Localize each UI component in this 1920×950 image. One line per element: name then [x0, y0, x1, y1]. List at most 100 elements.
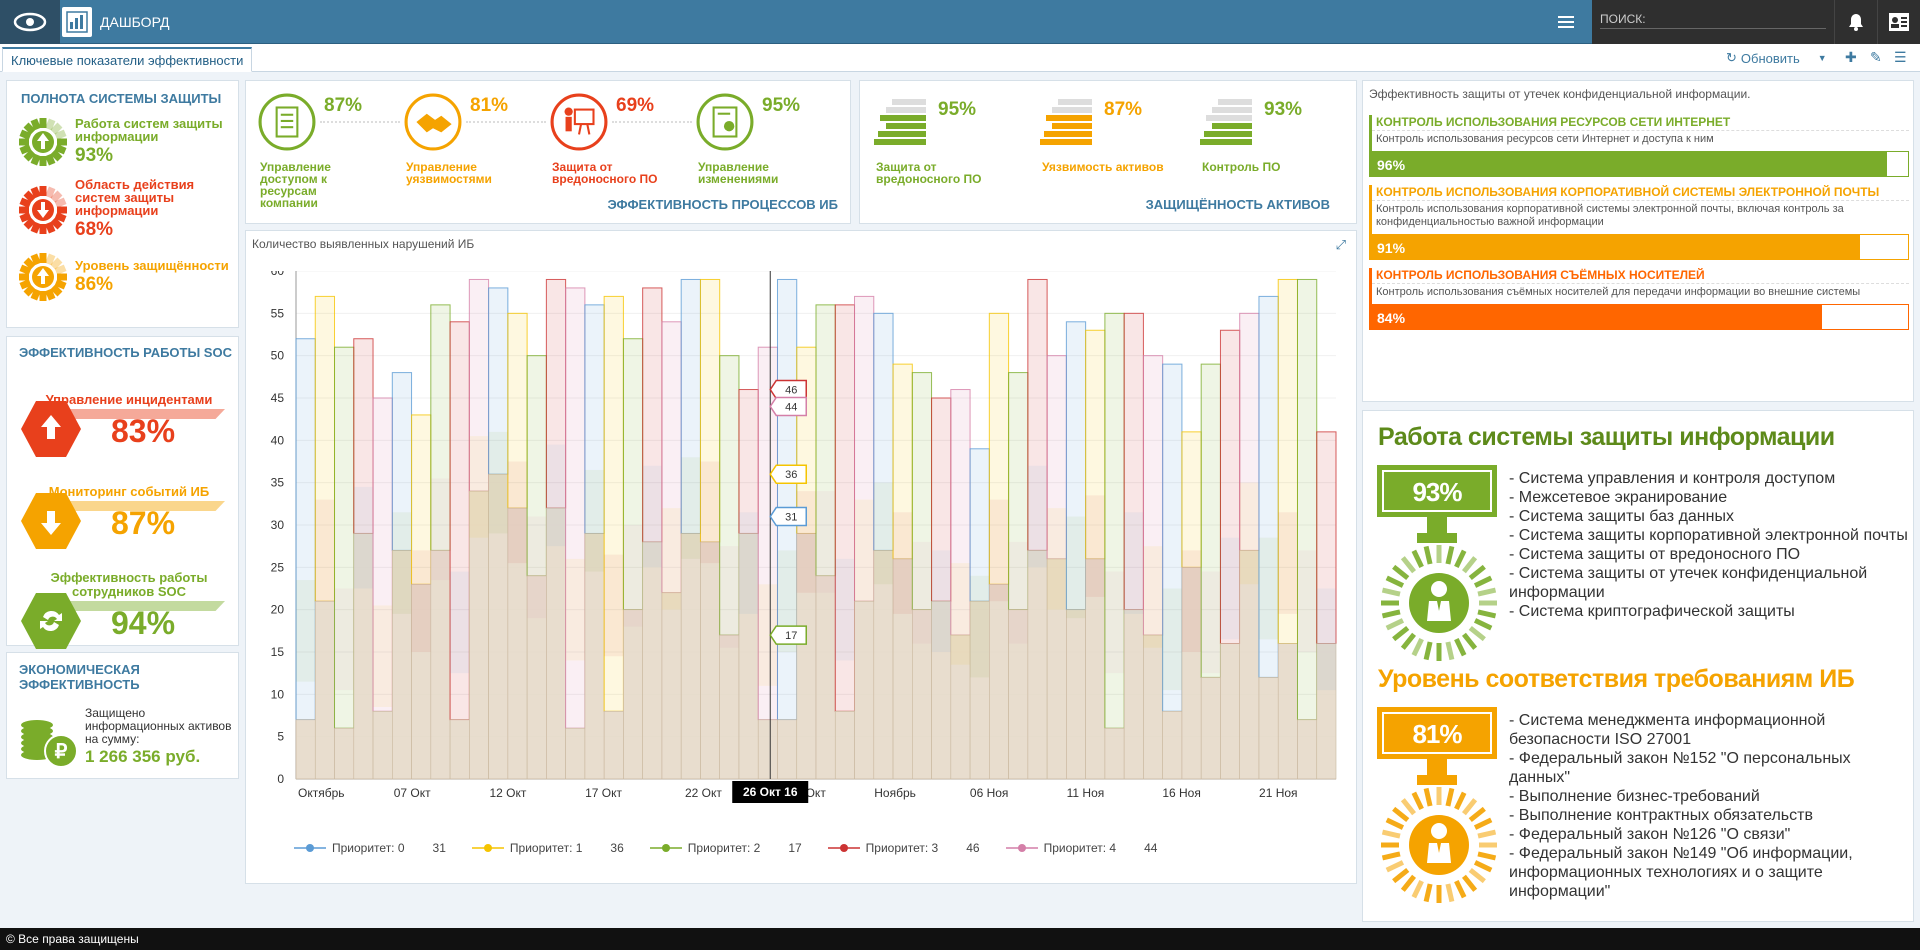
tooltip-box: [769, 506, 807, 527]
svg-text:₽: ₽: [55, 741, 68, 763]
down-arrow-ring-icon: [19, 185, 67, 234]
soc-item-label: Мониторинг событий ИБ: [48, 484, 210, 499]
base-area-bar: [1200, 677, 1221, 780]
y-tick-label: 25: [271, 560, 285, 574]
compliance-badge-pct: 81%: [1412, 719, 1462, 749]
tooltip-value: 44: [785, 401, 797, 413]
legend-item[interactable]: Приоритет: 2 17: [649, 841, 802, 855]
series-overlap: [661, 508, 682, 610]
series-overlap: [950, 563, 971, 665]
series-overlap: [1258, 537, 1279, 640]
edit-icon[interactable]: ✎: [1870, 49, 1882, 65]
series-overlap: [469, 436, 489, 538]
process-pct: 69%: [616, 95, 655, 116]
protection-item-pct: 93%: [75, 145, 114, 166]
base-area-bar: [372, 710, 393, 780]
base-area-bar: [1316, 643, 1337, 780]
expand-icon[interactable]: ⤢: [1335, 237, 1346, 252]
leak-progress-bar: 96%: [1372, 151, 1909, 177]
process-item: 95% Управление изменениями: [696, 93, 842, 193]
series-overlap: [450, 571, 470, 674]
tooltip-box: [769, 625, 807, 645]
legend-item[interactable]: Приоритет: 0 31: [294, 841, 446, 855]
notifications-button[interactable]: [1834, 0, 1877, 44]
legend-label: Приоритет: 4: [1043, 841, 1117, 855]
series-overlap: [816, 491, 836, 593]
soc-hex-icon: [21, 593, 81, 649]
soc-item-bar: [67, 409, 225, 419]
leak-item: КОНТРОЛЬ ИСПОЛЬЗОВАНИЯ РЕСУРСОВ СЕТИ ИНТ…: [1369, 115, 1909, 177]
series-overlap: [527, 516, 547, 619]
series-overlap: [488, 431, 508, 534]
base-area-bar: [642, 541, 663, 780]
assets-title: ЗАЩИЩЁННОСТЬ АКТИВОВ: [1145, 197, 1330, 212]
series-overlap: [931, 550, 951, 652]
footer: © Все права защищены: [0, 928, 1920, 950]
x-tick-label: 12 Окт: [489, 786, 526, 800]
process-label: Управление уязвимостями: [406, 160, 492, 186]
base-area-bar: [661, 592, 682, 780]
series-overlap: [854, 499, 874, 602]
eye-logo-icon: [13, 12, 47, 32]
compliance-line: - Выполнение контрактных обязательств: [1509, 807, 1813, 824]
base-area-bar: [1258, 677, 1279, 780]
leak-item-title: КОНТРОЛЬ ИСПОЛЬЗОВАНИЯ РЕСУРСОВ СЕТИ ИНТ…: [1376, 115, 1731, 129]
compliance-line: - Система менеджмента информационной без…: [1509, 712, 1826, 748]
up-arrow-ring-icon: [19, 118, 67, 166]
assets-panel: 95% Защита от вредоносного ПО 87% Уязвим…: [859, 80, 1357, 224]
leak-item-title: КОНТРОЛЬ ИСПОЛЬЗОВАНИЯ СЪЁМНЫХ НОСИТЕЛЕЙ: [1376, 268, 1705, 282]
handshake-icon: [404, 93, 462, 151]
crosshair-date-box: [732, 781, 809, 803]
series-overlap: [1008, 541, 1028, 644]
stacked-bars-icon: [874, 99, 926, 145]
base-area-bar: [430, 550, 451, 780]
list-icon[interactable]: ☰: [1894, 49, 1907, 65]
legend-item[interactable]: Приоритет: 3 46: [827, 841, 980, 855]
series-overlap: [989, 499, 1009, 602]
up-arrow-ring-icon: [19, 253, 67, 301]
y-tick-label: 60: [271, 271, 285, 278]
search-input[interactable]: [1600, 10, 1826, 29]
dashboard-brand[interactable]: ДАШБОРД: [62, 0, 169, 44]
base-area-bar: [815, 575, 836, 780]
legend-value: 17: [788, 841, 802, 855]
profile-card-icon: [1889, 13, 1909, 31]
process-item: 69% Защита от вредоносного ПО: [550, 93, 696, 193]
profile-button[interactable]: [1877, 0, 1920, 44]
legend-item[interactable]: Приоритет: 1 36: [471, 841, 624, 855]
bell-icon: [1849, 14, 1863, 31]
protection-item: Работа систем защиты информации 93%: [17, 116, 230, 168]
add-icon[interactable]: ✚: [1845, 49, 1857, 65]
series-overlap: [1316, 588, 1336, 691]
chart-legend: Приоритет: 0 31 Приоритет: 1 36 Приорите…: [294, 841, 1157, 855]
x-tick-label: 17 Окт: [585, 786, 622, 800]
soc-title: ЭФФЕКТИВНОСТЬ РАБОТЫ SOC: [19, 345, 232, 360]
leak-progress-fill: 84%: [1373, 305, 1823, 329]
tab-kpi[interactable]: Ключевые показатели эффективности: [2, 47, 253, 72]
soc-item: Мониторинг событий ИБ 87%: [7, 479, 240, 571]
sysinfo-line: - Система защиты от вредоносного ПО: [1509, 546, 1801, 563]
asset-pct: 87%: [1104, 99, 1143, 120]
tooltip-box: [769, 379, 807, 400]
leak-panel: Эффективность защиты от утечек конфиденц…: [1362, 80, 1914, 402]
series-overlap: [893, 512, 913, 614]
series-overlap: [507, 461, 528, 564]
violations-chart: 0 5 10 15 20 25 30 35 40 45 50 55 60 Октябрь 07 Окт 12 …: [271, 271, 1337, 803]
series-overlap: [546, 444, 566, 547]
series-overlap: [315, 499, 335, 602]
asset-item: 95% Защита от вредоносного ПО: [874, 99, 1034, 199]
sysinfo-line: - Система защиты баз данных: [1509, 508, 1734, 525]
x-tick-label: 11 Ноя: [1067, 786, 1105, 800]
leak-item: КОНТРОЛЬ ИСПОЛЬЗОВАНИЯ КОРПОРАТИВНОЙ СИС…: [1369, 185, 1909, 260]
protection-panel: ПОЛНОТА СИСТЕМЫ ЗАЩИТЫ Работа систем защ…: [6, 80, 239, 328]
asset-label: Уязвимость активов: [1042, 160, 1164, 174]
y-tick-label: 10: [271, 687, 285, 701]
sysinfo-person-medal-icon: [1377, 465, 1497, 661]
series-overlap: [642, 465, 662, 568]
menu-icon[interactable]: [1556, 12, 1576, 32]
app-logo[interactable]: [0, 0, 60, 44]
asset-item: 87% Уязвимость активов: [1040, 99, 1200, 199]
refresh-button[interactable]: ↻ Обновить ▼: [1726, 50, 1827, 66]
legend-item[interactable]: Приоритет: 4 44: [1005, 841, 1157, 855]
series-overlap: [1278, 512, 1298, 614]
